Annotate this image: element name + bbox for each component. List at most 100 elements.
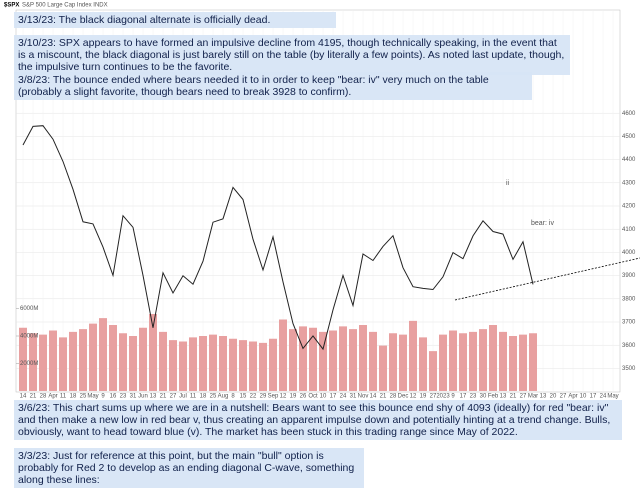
x-tick-label: 26 [300,394,307,400]
volume-bar [319,331,327,391]
volume-bar [469,331,477,391]
x-tick-label: May [607,394,618,400]
y-tick-label: 4300 [622,180,636,186]
x-tick-label: 28 [390,394,397,400]
x-tick-label: 23 [120,394,127,400]
volume-bar [329,330,337,391]
x-tick-label: 9 [451,394,455,400]
y-tick-label: 4200 [622,204,636,210]
volume-bar [39,334,47,391]
volume-bar [89,323,97,391]
volume-bar [389,333,397,391]
volume-bar [109,325,117,391]
volume-bar [479,329,487,391]
note: 3/10/23: SPX appears to have formed an i… [14,35,570,75]
y-tick-label: 4400 [622,157,636,163]
volume-bar [429,351,437,391]
y-tick-label: 4000 [622,250,636,256]
annotation: bear: iv [531,220,554,227]
volume-bar [349,329,357,391]
x-tick-label: 31 [130,394,137,400]
volume-bar [359,325,367,391]
x-tick-label: Mar [528,394,538,400]
x-tick-label: 21 [380,394,387,400]
volume-bar [379,345,387,391]
volume-bar [219,336,227,391]
x-tick-label: Aug [218,394,229,400]
x-tick-label: Apr [568,394,577,400]
volume-bar [459,333,467,391]
volume-bar [339,326,347,391]
x-tick-label: 21 [30,394,37,400]
x-tick-label: Oct [308,394,318,400]
x-tick-label: 27 [430,394,437,400]
volume-bar [509,336,517,391]
volume-bar [299,326,307,391]
y-tick-label: 3600 [622,343,636,349]
x-tick-label: 11 [190,394,197,400]
x-tick-label: 9 [101,394,105,400]
x-tick-label: 13 [540,394,547,400]
x-tick-label: 11 [60,394,67,400]
x-tick-label: 17 [460,394,467,400]
volume-bar [149,314,157,391]
note: 3/8/23: The bounce ended where bears nee… [14,72,532,100]
x-tick-label: 14 [370,394,377,400]
x-tick-label: 24 [340,394,347,400]
volume-bar [159,331,167,391]
x-tick-label: 24 [600,394,607,400]
volume-bar [19,327,27,391]
y-tick-label: 4600 [622,111,636,117]
volume-bar [119,333,127,391]
volume-bar [79,329,87,391]
y-tick-label: 3900 [622,273,636,279]
y-tick-label: 4500 [622,134,636,140]
y2-tick-label: 4000M [20,334,38,340]
page: $SPX S&P 500 Large Cap Index INDX bear: … [4,2,640,488]
volume-bar [169,340,177,391]
x-tick-label: 27 [170,394,177,400]
volume-bar [289,329,297,391]
volume-bar [519,334,527,391]
y2-tick-label: 6000M [20,306,38,312]
y-tick-label: 3500 [622,366,636,372]
volume-bar [309,327,317,391]
volume-bar [499,331,507,391]
volume-bar [69,331,77,391]
volume-bar [239,340,247,391]
x-tick-label: 10 [580,394,587,400]
x-tick-label: Feb [488,394,499,400]
volume-bar [409,320,417,391]
x-tick-label: 30 [480,394,487,400]
x-tick-label: 23 [470,394,477,400]
x-tick-label: 22 [250,394,257,400]
x-tick-label: 12 [280,394,287,400]
x-tick-label: Jul [179,394,187,400]
x-tick-label: 18 [70,394,77,400]
x-tick-label: 13 [150,394,157,400]
x-tick-label: 21 [510,394,517,400]
volume-bar [199,336,207,391]
x-tick-label: Jun [138,394,148,400]
volume-bar [249,341,257,391]
x-tick-label: 28 [40,394,47,400]
trend-line [454,257,640,301]
volume-bar [419,337,427,391]
x-tick-label: 8 [231,394,235,400]
x-tick-label: 15 [240,394,247,400]
volume-bar [369,331,377,391]
price-line [22,125,534,351]
x-tick-label: Sep [268,394,279,400]
annotation: ii [506,180,510,187]
x-tick-label: 17 [590,394,597,400]
x-tick-label: 29 [260,394,267,400]
note: 3/6/23: This chart sums up where we are … [14,400,622,440]
x-tick-label: 14 [20,394,27,400]
x-tick-label: Dec [398,394,409,400]
x-tick-label: 25 [80,394,87,400]
volume-bar [399,334,407,391]
note: 3/13/23: The black diagonal alternate is… [14,12,336,28]
volume-bar [269,338,277,391]
x-tick-label: 10 [320,394,327,400]
x-tick-label: Nov [358,394,369,400]
